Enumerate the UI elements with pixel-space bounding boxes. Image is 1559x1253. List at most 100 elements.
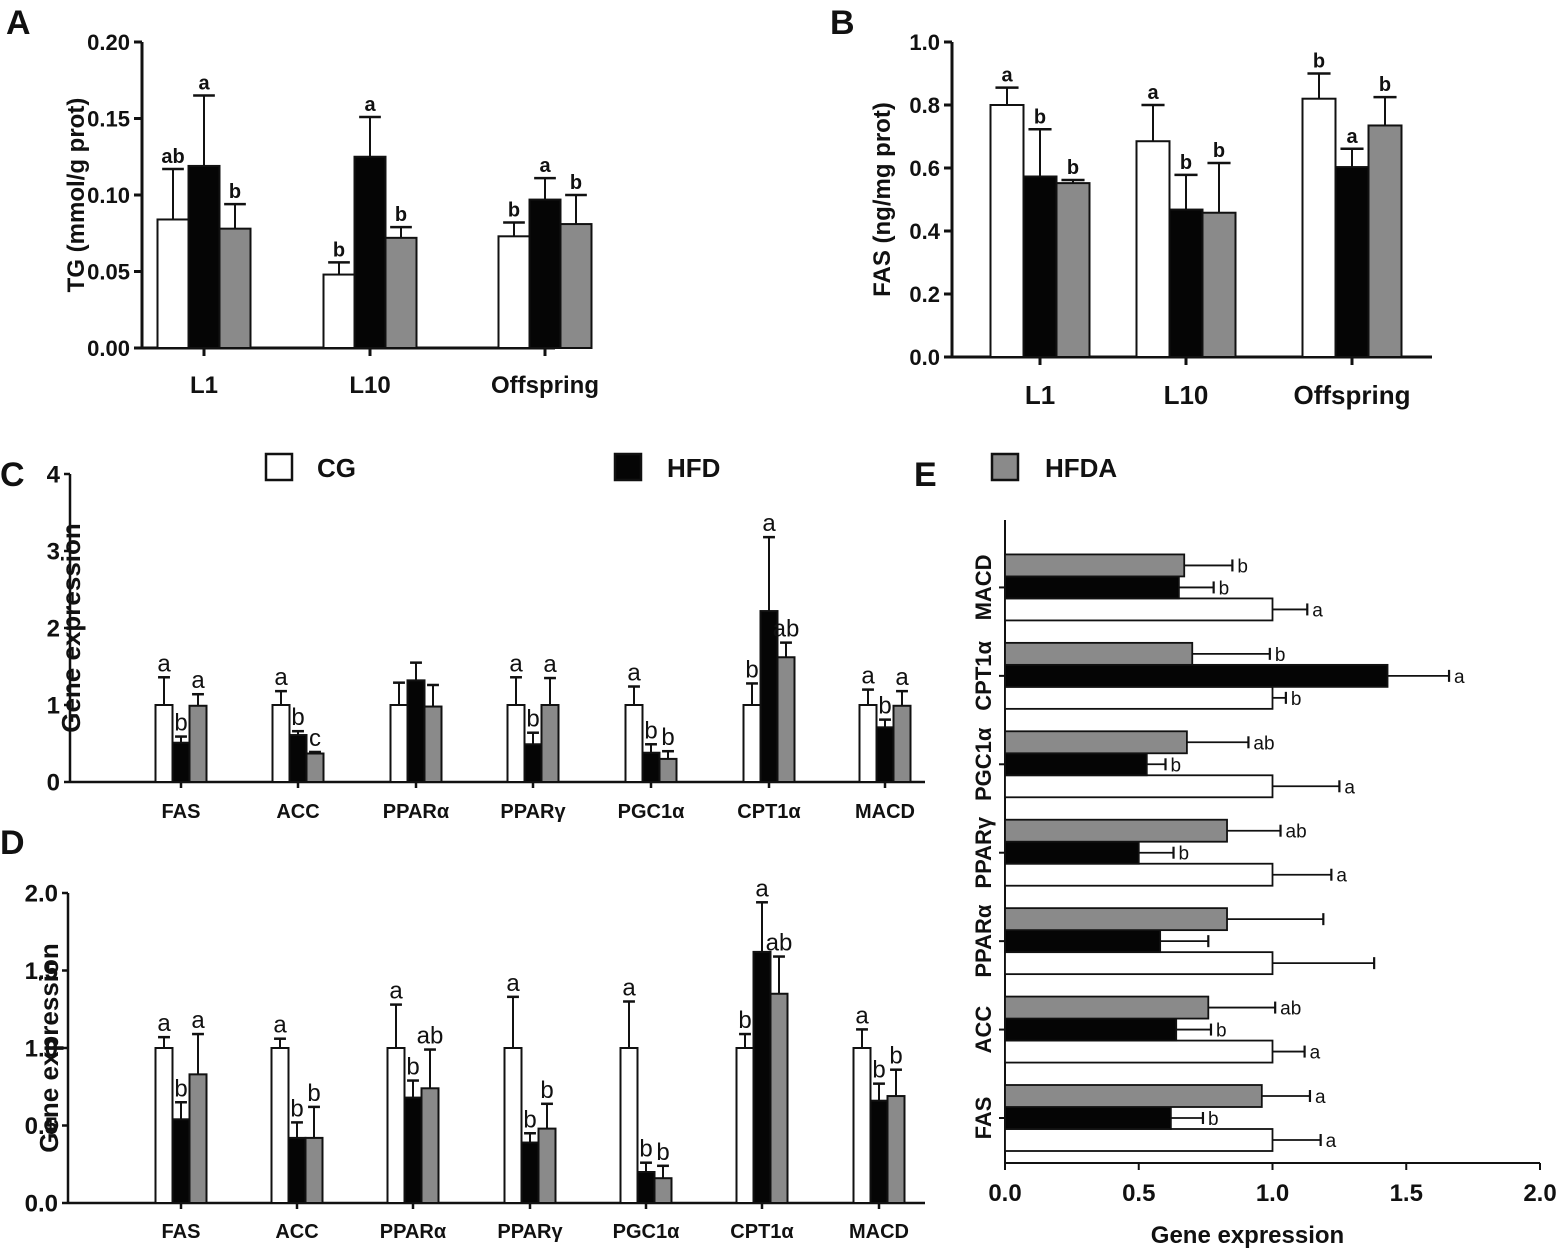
y-axis-title: Gene expression	[56, 523, 86, 733]
significance-label: ab	[417, 1023, 444, 1050]
bar-hfda-l1	[218, 227, 252, 349]
bar-hfd-ppar	[523, 743, 543, 784]
y-tick-label-cpt1: CPT1α	[971, 641, 996, 711]
x-tick-label: 0.0	[988, 1180, 1021, 1207]
significance-label: b	[1313, 51, 1325, 73]
x-tick-label-l10: L10	[1164, 380, 1209, 410]
bar-cg-cpt1	[1004, 685, 1274, 710]
y-tick-label: 0.10	[87, 183, 130, 208]
bar-hfda-fas	[188, 704, 208, 784]
panel-letter-e: E	[914, 456, 937, 494]
y-tick-label: 4	[47, 462, 61, 489]
significance-label: a	[861, 663, 875, 690]
significance-label: a	[157, 650, 171, 677]
y-tick-label: 0.2	[909, 282, 940, 307]
bar-hfd-macd	[875, 726, 895, 784]
y-axis-title: FAS (ng/mg prot)	[869, 102, 896, 297]
bar-hfda-ppar	[1004, 818, 1228, 843]
y-tick-label: 3	[47, 539, 60, 566]
bar-hfd-l10	[353, 155, 387, 349]
x-tick-label-macd: MACD	[855, 801, 915, 823]
x-tick-label-ppar: PPARγ	[500, 801, 566, 823]
significance-label: a	[1346, 126, 1358, 148]
y-tick-label: 0.0	[909, 345, 940, 370]
bar-cg-pgc1	[1004, 774, 1274, 799]
bar-hfd-ppar	[406, 679, 426, 783]
bar-hfd-pgc1	[1004, 752, 1148, 777]
bar-hfd-macd	[869, 1099, 889, 1204]
bar-hfd-macd	[1004, 575, 1180, 600]
significance-label: a	[198, 73, 210, 95]
significance-label: b	[878, 693, 891, 720]
bar-hfd-ppar	[520, 1141, 540, 1205]
significance-label: b	[1180, 152, 1192, 174]
significance-label: b	[639, 1136, 652, 1163]
y-tick-label: 0.05	[87, 259, 130, 284]
significance-label: ab	[766, 930, 793, 957]
legend-swatch-hfd	[613, 452, 643, 482]
significance-label: a	[389, 978, 403, 1005]
significance-label: b	[290, 1095, 303, 1122]
significance-label: b	[229, 181, 241, 203]
y-tick-label: 0.0	[25, 1191, 58, 1218]
significance-label: a	[1312, 600, 1323, 621]
bar-cg-macd	[852, 1047, 872, 1204]
bar-hfda-ppar	[423, 705, 443, 783]
significance-label: a	[762, 510, 776, 537]
x-tick-label-offspring: Offspring	[1294, 380, 1411, 410]
significance-label: a	[364, 94, 376, 116]
significance-label: b	[644, 717, 657, 744]
bar-hfd-fas	[171, 741, 191, 783]
legend-label-cg: CG	[317, 453, 356, 483]
x-tick-label-ppar: PPARα	[380, 1221, 447, 1243]
x-tick-label-ppar: PPARγ	[497, 1221, 563, 1243]
significance-label: a	[1147, 82, 1159, 104]
bar-cg-acc	[1004, 1039, 1274, 1064]
x-tick-label-l1: L1	[190, 372, 218, 399]
bar-hfda-macd	[886, 1095, 906, 1205]
bar-cg-acc	[271, 704, 291, 783]
bar-hfd-cpt1	[1004, 663, 1389, 688]
significance-label: b	[1379, 74, 1391, 96]
bar-cg-cpt1	[735, 1047, 755, 1204]
bar-hfda-fas	[1004, 1084, 1263, 1108]
x-tick-label: 1.0	[1256, 1180, 1289, 1207]
significance-label: b	[570, 172, 582, 194]
bar-hfda-offspring	[559, 223, 593, 350]
significance-label: b	[526, 706, 539, 733]
bar-cg-l10	[1135, 140, 1171, 358]
bar-cg-l1	[989, 104, 1025, 358]
bar-hfda-ppar	[420, 1087, 440, 1205]
x-tick-label-ppar: PPARα	[383, 801, 450, 823]
significance-label: a	[1315, 1087, 1326, 1108]
panel-letter-d: D	[0, 824, 25, 862]
x-tick-label-fas: FAS	[162, 1221, 201, 1243]
bar-hfda-acc	[305, 752, 325, 784]
bar-hfda-l1	[1055, 182, 1091, 358]
y-tick-label-macd: MACD	[971, 554, 996, 620]
bar-hfd-acc	[288, 734, 308, 784]
bar-hfda-macd	[892, 704, 912, 784]
x-tick-label-cpt1: CPT1α	[730, 1221, 794, 1243]
bar-hfda-cpt1	[769, 992, 789, 1204]
y-tick-label: 0.20	[87, 30, 130, 55]
legend-item-hfd: HFD	[613, 452, 720, 483]
bar-hfd-offspring	[1334, 166, 1370, 358]
x-axis-title: Gene expression	[1151, 1222, 1344, 1249]
y-axis-title: TG (mmol/g prot)	[63, 98, 90, 293]
x-tick-label-macd: MACD	[849, 1221, 909, 1243]
significance-label: b	[872, 1057, 885, 1084]
bar-hfd-ppar	[1004, 929, 1162, 954]
significance-label: b	[1208, 1109, 1219, 1130]
significance-label: b	[656, 1139, 669, 1166]
panel-letter-a: A	[6, 4, 31, 42]
significance-label: b	[1171, 755, 1182, 776]
significance-label: b	[523, 1106, 536, 1133]
bar-hfda-ppar	[537, 1127, 557, 1204]
significance-label: b	[738, 1007, 751, 1034]
panel-letter-b: B	[830, 4, 855, 42]
